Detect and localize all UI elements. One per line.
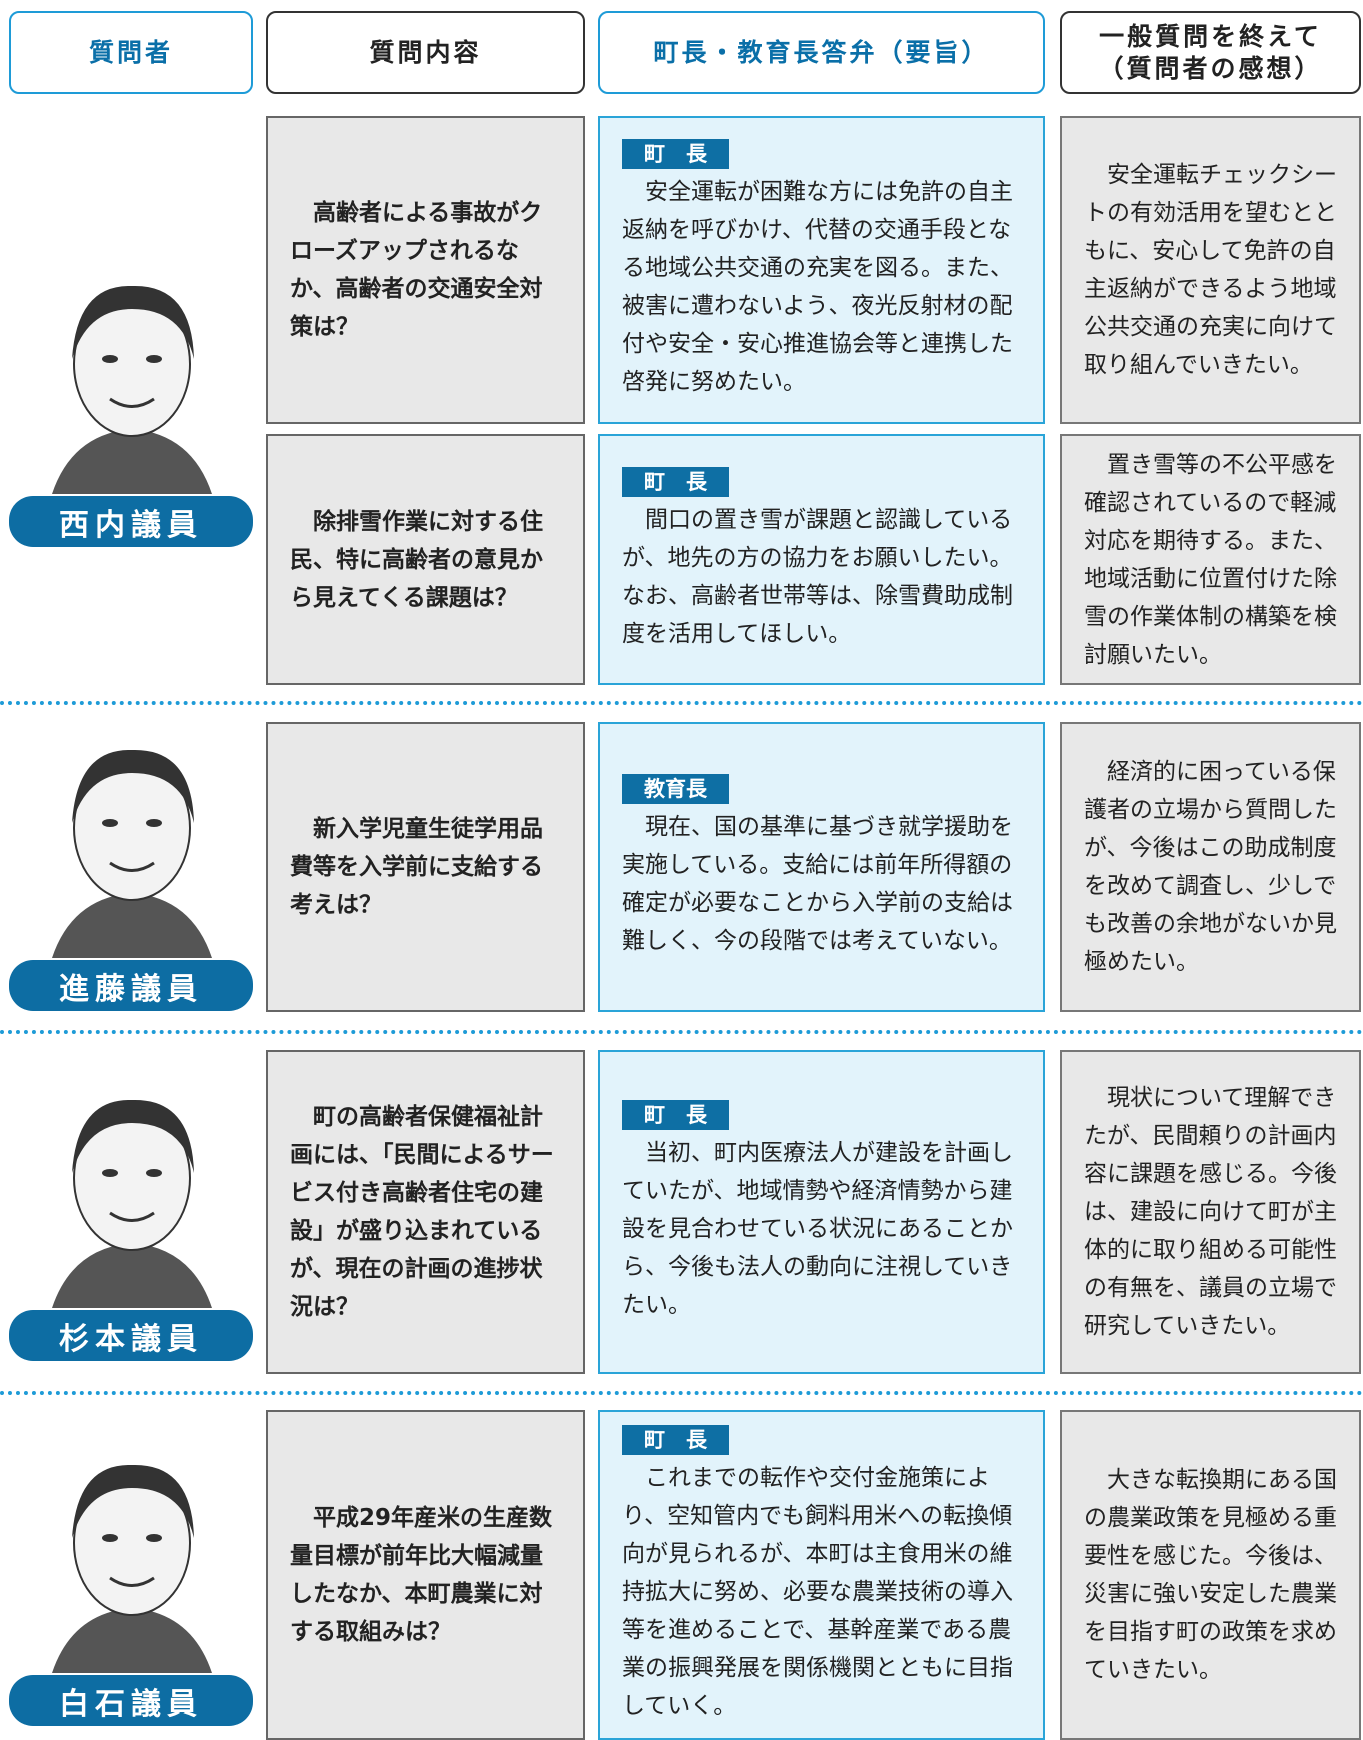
header-cell: 質問内容 [266, 11, 585, 94]
answer-text: 安全運転が困難な方には免許の自主返納を呼びかけ、代替の交通手段となる地域公共交通… [622, 179, 1013, 395]
header-text: 質問内容 [369, 37, 482, 67]
question-box: 新入学児童生徒学用品費等を入学前に支給する考えは？ [266, 722, 585, 1012]
answer-box: 町 長間口の置き雪が課題と認識しているが、地先の方の協力をお願いしたい。なお、高… [598, 434, 1045, 685]
impression-text: 安全運転チェックシートの有効活用を望むとともに、安心して免許の自主返納ができるよ… [1084, 162, 1337, 378]
question-box: 町の高齢者保健福祉計画には、「民間によるサービス付き高齢者住宅の建設」が盛り込ま… [266, 1050, 585, 1374]
impression-box: 安全運転チェックシートの有効活用を望むとともに、安心して免許の自主返納ができるよ… [1060, 116, 1361, 424]
portrait [52, 1464, 212, 1673]
portrait [52, 285, 212, 494]
speaker-name: 進藤議員 [9, 960, 253, 1011]
impression-text: 置き雪等の不公平感を確認されているので軽減対応を期待する。また、地域活動に位置付… [1084, 451, 1337, 668]
header-cell: 一般質問を終えて （質問者の感想） [1060, 11, 1361, 94]
header-cell: 質問者 [9, 11, 253, 94]
header-cell: 町長・教育長答弁（要旨） [598, 11, 1045, 94]
header-text: 町長・教育長答弁（要旨） [653, 37, 990, 67]
header-text: （質問者の感想） [1098, 53, 1323, 83]
header-text: 一般質問を終えて [1099, 21, 1322, 51]
separator [0, 701, 1363, 705]
portrait [52, 749, 212, 958]
answer-role: 町 長 [622, 1100, 729, 1130]
answer-role: 町 長 [622, 139, 729, 169]
answer-text: 間口の置き雪が課題と認識しているが、地先の方の協力をお願いしたい。なお、高齢者世… [622, 506, 1013, 647]
impression-text: 経済的に困っている保護者の立場から質問したが、今後はこの助成制度を改めて調査し、… [1084, 759, 1337, 975]
answer-box: 教育長現在、国の基準に基づき就学援助を実施している。支給には前年所得額の確定が必… [598, 722, 1045, 1012]
impression-text: 大きな転換期にある国の農業政策を見極める重要性を感じた。今後は、災害に強い安定し… [1084, 1467, 1337, 1683]
answer-box: 町 長これまでの転作や交付金施策により、空知管内でも飼料用米への転換傾向が見られ… [598, 1410, 1045, 1740]
impression-box: 大きな転換期にある国の農業政策を見極める重要性を感じた。今後は、災害に強い安定し… [1060, 1410, 1361, 1740]
answer-text: 現在、国の基準に基づき就学援助を実施している。支給には前年所得額の確定が必要なこ… [622, 814, 1013, 954]
answer-box: 町 長安全運転が困難な方には免許の自主返納を呼びかけ、代替の交通手段となる地域公… [598, 116, 1045, 424]
question-text: 高齢者による事故がクローズアップされるなか、高齢者の交通安全対策は？ [290, 200, 543, 340]
answer-role: 教育長 [622, 774, 729, 804]
separator [0, 1391, 1363, 1395]
question-box: 高齢者による事故がクローズアップされるなか、高齢者の交通安全対策は？ [266, 116, 585, 424]
impression-box: 経済的に困っている保護者の立場から質問したが、今後はこの助成制度を改めて調査し、… [1060, 722, 1361, 1012]
speaker-name: 白石議員 [9, 1675, 253, 1726]
answer-role: 町 長 [622, 1425, 729, 1455]
answer-text: これまでの転作や交付金施策により、空知管内でも飼料用米への転換傾向が見られるが、… [622, 1465, 1013, 1719]
answer-role: 町 長 [622, 466, 729, 497]
answer-box: 町 長当初、町内医療法人が建設を計画していたが、地域情勢や経済情勢から建設を見合… [598, 1050, 1045, 1374]
portrait [52, 1099, 212, 1308]
impression-text: 現状について理解できたが、民間頼りの計画内容に課題を感じる。今後は、建設に向けて… [1084, 1085, 1337, 1339]
impression-box: 置き雪等の不公平感を確認されているので軽減対応を期待する。また、地域活動に位置付… [1060, 434, 1361, 685]
question-box: 除排雪作業に対する住民、特に高齢者の意見から見えてくる課題は？ [266, 434, 585, 685]
question-text: 町の高齢者保健福祉計画には、「民間によるサービス付き高齢者住宅の建設」が盛り込ま… [290, 1104, 554, 1320]
question-box: 平成29年産米の生産数量目標が前年比大幅減量したなか、本町農業に対する取組みは？ [266, 1410, 585, 1740]
header-text: 質問者 [88, 37, 173, 67]
speaker-name: 杉本議員 [9, 1310, 253, 1361]
question-text: 新入学児童生徒学用品費等を入学前に支給する考えは？ [290, 816, 543, 918]
separator [0, 1030, 1363, 1034]
speaker-name: 西内議員 [9, 496, 253, 547]
impression-box: 現状について理解できたが、民間頼りの計画内容に課題を感じる。今後は、建設に向けて… [1060, 1050, 1361, 1374]
question-text: 平成29年産米の生産数量目標が前年比大幅減量したなか、本町農業に対する取組みは？ [290, 1505, 553, 1645]
answer-text: 当初、町内医療法人が建設を計画していたが、地域情勢や経済情勢から建設を見合わせて… [622, 1140, 1013, 1318]
question-text: 除排雪作業に対する住民、特に高齢者の意見から見えてくる課題は？ [290, 508, 543, 611]
